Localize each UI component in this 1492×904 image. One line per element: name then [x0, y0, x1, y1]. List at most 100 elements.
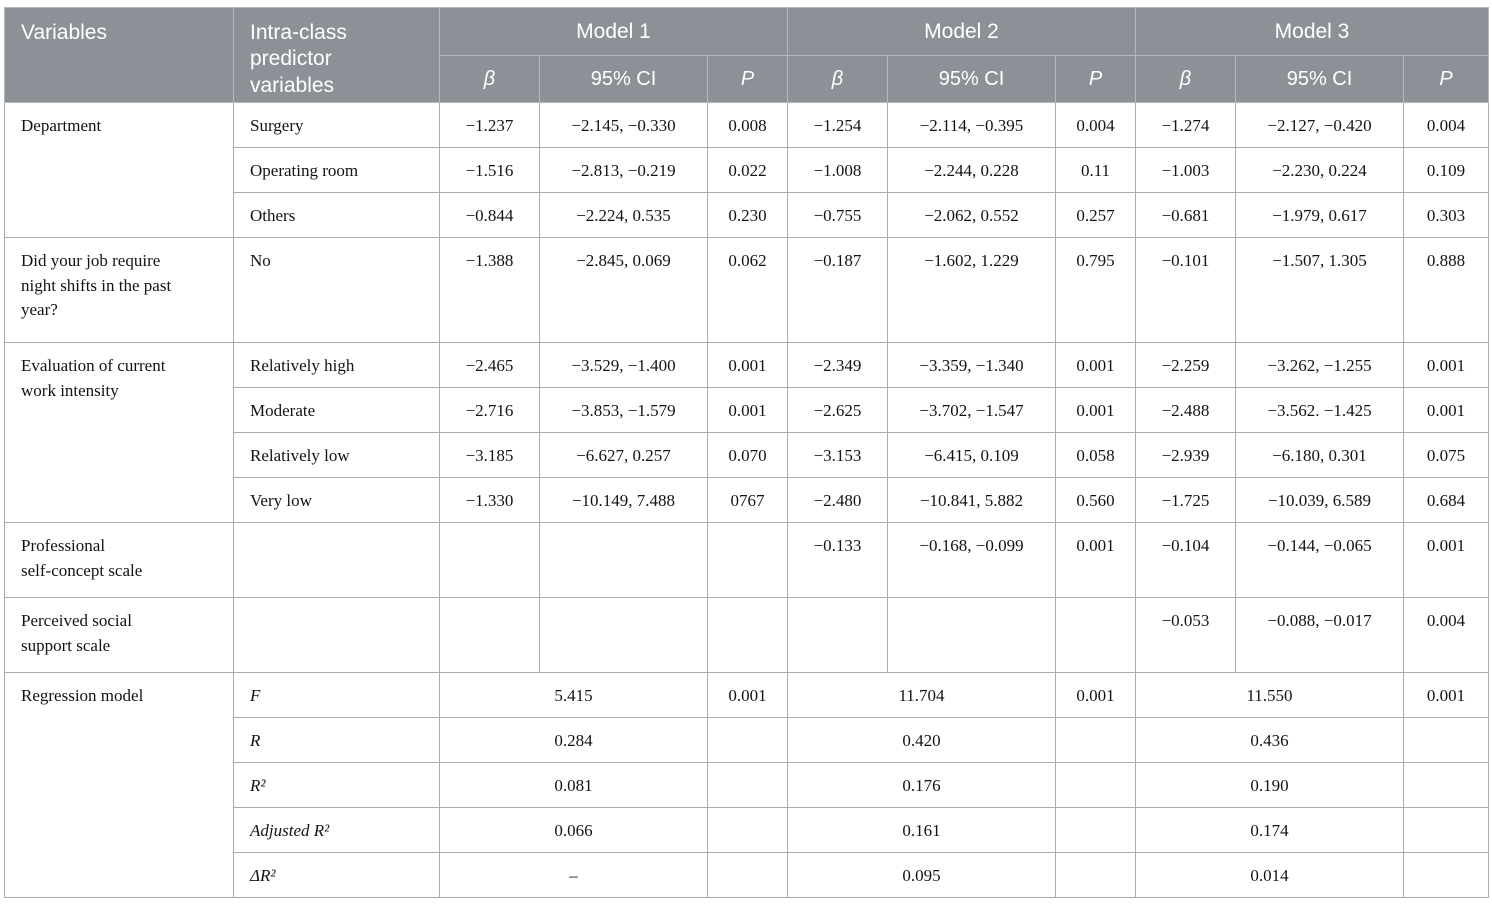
ci-cell: −6.415, 0.109	[887, 432, 1056, 478]
table-row: Regression model F 5.415 0.001 11.704 0.…	[4, 672, 1489, 898]
stat-value-cell: 0.161	[787, 807, 1056, 853]
beta-cell: −2.480	[787, 477, 888, 523]
stat-value-cell: 0.081	[439, 762, 708, 808]
var-cell-night-shifts: Did your job require night shifts in the…	[4, 237, 234, 343]
beta-cell: −1.254	[787, 102, 888, 148]
p-cell: 0.001	[1403, 522, 1489, 598]
ci-cell: −2.127, −0.420	[1235, 102, 1404, 148]
p-cell: 0.075	[1403, 432, 1489, 478]
header-m1-p: P	[707, 55, 788, 103]
p-cell: 0.684	[1403, 477, 1489, 523]
ci-cell: −10.841, 5.882	[887, 477, 1056, 523]
stat-value-cell: 11.550	[1135, 672, 1404, 718]
ci-cell: −2.062, 0.552	[887, 192, 1056, 238]
header-variables: Variables	[4, 7, 234, 103]
p-cell	[1403, 762, 1489, 808]
stat-value-cell: 0.190	[1135, 762, 1404, 808]
table-row: Relatively low −3.185 −6.627, 0.257 0.07…	[5, 432, 1489, 478]
ci-cell: −2.813, −0.219	[539, 147, 708, 193]
pred-cell: Operating room	[233, 147, 440, 193]
stat-label-cell: R	[233, 717, 440, 763]
beta-cell: −0.053	[1135, 597, 1236, 673]
header-m2-p: P	[1055, 55, 1136, 103]
stat-value-cell: 11.704	[787, 672, 1056, 718]
beta-cell: −1.008	[787, 147, 888, 193]
p-cell	[707, 762, 788, 808]
beta-cell: −1.388	[439, 237, 540, 343]
beta-cell	[439, 522, 540, 598]
beta-cell: −0.101	[1135, 237, 1236, 343]
table-row: Adjusted R² 0.066 0.161 0.174	[5, 807, 1489, 853]
stat-label-cell: F	[233, 672, 440, 718]
p-cell: 0.001	[1055, 342, 1136, 388]
p-cell: 0.001	[1403, 672, 1489, 718]
table-row: Operating room −1.516 −2.813, −0.219 0.0…	[5, 147, 1489, 193]
p-cell: 0.058	[1055, 432, 1136, 478]
ci-cell: −2.145, −0.330	[539, 102, 708, 148]
p-cell: 0.008	[707, 102, 788, 148]
ci-cell: −1.979, 0.617	[1235, 192, 1404, 238]
table-row: ΔR² – 0.095 0.014	[5, 852, 1489, 898]
p-cell: 0.001	[1055, 522, 1136, 598]
p-cell	[1403, 852, 1489, 898]
p-cell	[1055, 807, 1136, 853]
p-cell: 0.001	[707, 342, 788, 388]
ci-cell: −6.627, 0.257	[539, 432, 708, 478]
ci-cell: −1.507, 1.305	[1235, 237, 1404, 343]
pred-cell	[233, 597, 440, 673]
beta-cell: −2.625	[787, 387, 888, 433]
p-cell: 0.11	[1055, 147, 1136, 193]
p-cell	[1055, 597, 1136, 673]
p-cell	[707, 522, 788, 598]
header-model-2: Model 2	[787, 7, 1136, 56]
pred-cell: Others	[233, 192, 440, 238]
p-cell: 0.001	[1403, 342, 1489, 388]
ci-cell: −2.114, −0.395	[887, 102, 1056, 148]
beta-cell: −0.133	[787, 522, 888, 598]
p-cell: 0.022	[707, 147, 788, 193]
pred-cell	[233, 522, 440, 598]
stat-value-cell: 0.014	[1135, 852, 1404, 898]
header-model-3: Model 3	[1135, 7, 1489, 56]
header-m1-beta: β	[439, 55, 540, 103]
p-cell: 0.230	[707, 192, 788, 238]
beta-cell: −0.104	[1135, 522, 1236, 598]
pred-cell: No	[233, 237, 440, 343]
beta-cell: −2.939	[1135, 432, 1236, 478]
var-cell-social-support: Perceived social support scale	[4, 597, 234, 673]
beta-cell: −2.349	[787, 342, 888, 388]
p-cell: 0.560	[1055, 477, 1136, 523]
var-cell-department: Department	[4, 102, 234, 238]
beta-cell: −0.755	[787, 192, 888, 238]
stat-value-cell: 0.095	[787, 852, 1056, 898]
beta-cell: −0.681	[1135, 192, 1236, 238]
p-cell: 0.004	[1055, 102, 1136, 148]
p-cell	[1403, 717, 1489, 763]
table-row: Department Surgery −1.237 −2.145, −0.330…	[4, 102, 1489, 238]
p-cell: 0.070	[707, 432, 788, 478]
ci-cell: −6.180, 0.301	[1235, 432, 1404, 478]
p-cell: 0.062	[707, 237, 788, 343]
beta-cell	[787, 597, 888, 673]
ci-cell: −10.149, 7.488	[539, 477, 708, 523]
var-cell-regression-model: Regression model	[4, 672, 234, 898]
var-cell-work-intensity: Evaluation of current work intensity	[4, 342, 234, 523]
p-cell: 0.888	[1403, 237, 1489, 343]
ci-cell: −10.039, 6.589	[1235, 477, 1404, 523]
beta-cell	[439, 597, 540, 673]
p-cell: 0.303	[1403, 192, 1489, 238]
stat-label-cell: Adjusted R²	[233, 807, 440, 853]
p-cell	[1055, 762, 1136, 808]
ci-cell	[887, 597, 1056, 673]
header-m2-ci: 95% CI	[887, 55, 1056, 103]
beta-cell: −3.153	[787, 432, 888, 478]
p-cell: 0.001	[1055, 387, 1136, 433]
beta-cell: −0.187	[787, 237, 888, 343]
table-row: R² 0.081 0.176 0.190	[5, 762, 1489, 808]
p-cell: 0.001	[1403, 387, 1489, 433]
stat-value-cell: 0.420	[787, 717, 1056, 763]
ci-cell: −3.562. −1.425	[1235, 387, 1404, 433]
pred-cell: Surgery	[233, 102, 440, 148]
stat-value-cell: 5.415	[439, 672, 708, 718]
p-cell	[1055, 717, 1136, 763]
